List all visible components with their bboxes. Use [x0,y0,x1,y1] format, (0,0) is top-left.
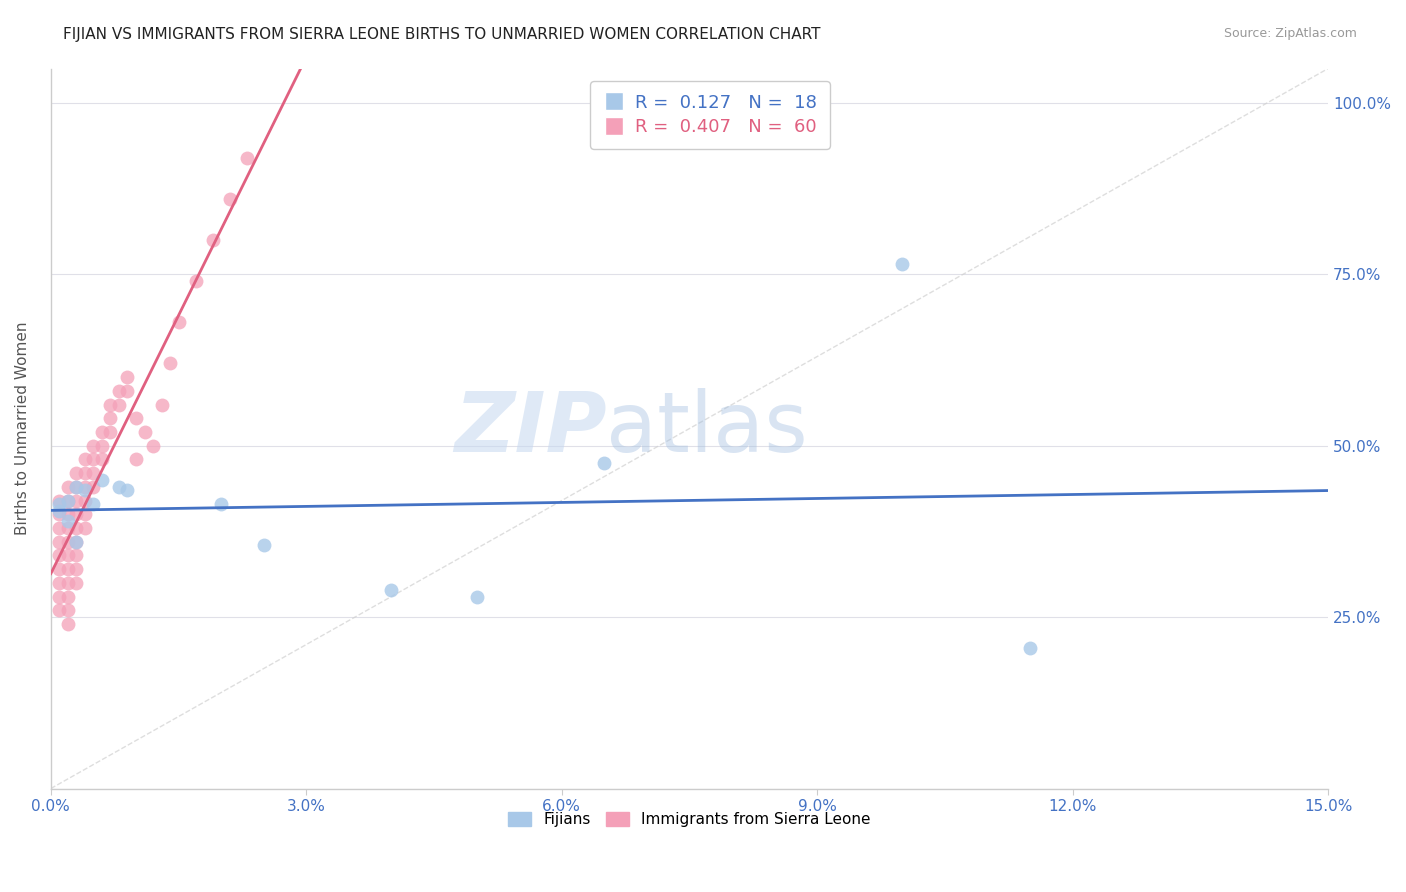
Point [90,425,112,439]
Point [56,616,79,631]
Point [65,507,87,521]
Point [218,192,240,206]
Text: FIJIAN VS IMMIGRANTS FROM SIERRA LEONE BIRTHS TO UNMARRIED WOMEN CORRELATION CHA: FIJIAN VS IMMIGRANTS FROM SIERRA LEONE B… [63,27,821,42]
Point [100,411,122,425]
Point [253,538,276,552]
Legend: Fijians, Immigrants from Sierra Leone: Fijians, Immigrants from Sierra Leone [501,805,879,835]
Point [82,480,104,494]
Point [117,483,139,498]
Point [73,466,96,480]
Point [380,582,402,597]
Point [125,411,148,425]
Point [82,497,104,511]
Point [100,425,122,439]
Point [56,521,79,535]
Y-axis label: Births to Unmarried Women: Births to Unmarried Women [15,322,30,535]
Point [65,480,87,494]
Point [56,590,79,604]
Point [82,452,104,467]
Point [48,534,70,549]
Text: Source: ZipAtlas.com: Source: ZipAtlas.com [1223,27,1357,40]
Point [891,257,914,271]
Point [48,603,70,617]
Point [56,534,79,549]
Point [82,439,104,453]
Point [56,549,79,563]
Point [56,514,79,528]
Point [73,452,96,467]
Point [56,603,79,617]
Point [65,521,87,535]
Point [48,497,70,511]
Point [56,575,79,590]
Point [65,575,87,590]
Point [235,151,257,165]
Point [56,493,79,508]
Point [90,452,112,467]
Point [150,398,173,412]
Point [56,507,79,521]
Point [184,274,207,288]
Point [209,497,232,511]
Point [48,521,70,535]
Point [48,562,70,576]
Point [593,456,616,470]
Point [201,233,224,247]
Point [65,493,87,508]
Point [117,370,139,384]
Point [48,575,70,590]
Point [125,452,148,467]
Point [82,466,104,480]
Point [65,534,87,549]
Point [108,480,131,494]
Point [108,398,131,412]
Point [167,315,190,329]
Point [134,425,156,439]
Point [56,480,79,494]
Point [48,590,70,604]
Point [90,439,112,453]
Point [73,521,96,535]
Point [108,384,131,398]
Point [65,466,87,480]
Point [56,493,79,508]
Point [117,384,139,398]
Point [73,493,96,508]
Text: atlas: atlas [606,388,808,469]
Point [142,439,165,453]
Point [1019,640,1042,655]
Point [465,590,488,604]
Point [90,473,112,487]
Point [65,534,87,549]
Point [48,493,70,508]
Point [159,356,181,370]
Point [100,398,122,412]
Point [65,549,87,563]
Point [65,480,87,494]
Point [73,480,96,494]
Text: ZIP: ZIP [454,388,606,469]
Point [65,562,87,576]
Point [48,504,70,518]
Point [48,549,70,563]
Point [48,507,70,521]
Point [73,483,96,498]
Point [56,562,79,576]
Point [73,507,96,521]
